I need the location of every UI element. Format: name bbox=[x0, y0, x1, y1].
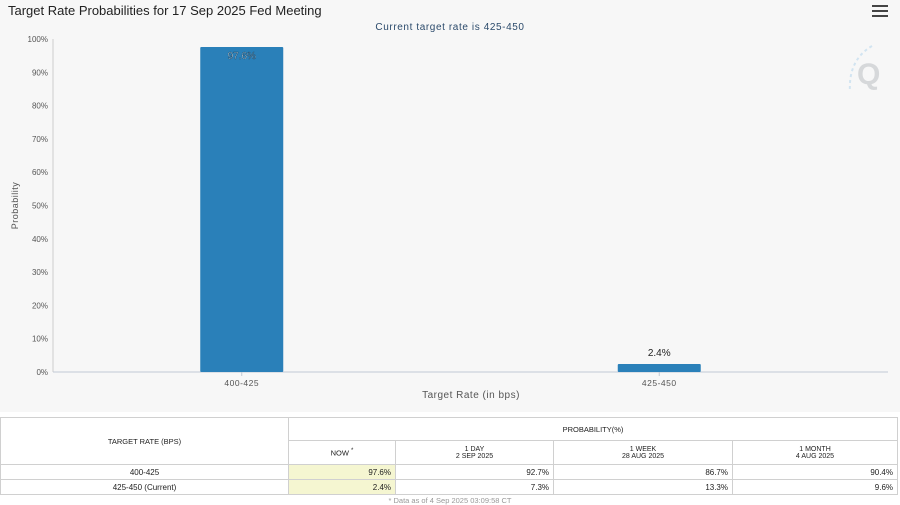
watermark-letter: Q bbox=[857, 58, 880, 91]
column-header-now: NOW * bbox=[288, 440, 396, 465]
x-tick-label: 400-425 bbox=[224, 378, 259, 388]
y-tick-label: 20% bbox=[32, 301, 48, 310]
column-header-1-week: 1 WEEK 28 AUG 2025 bbox=[553, 440, 733, 465]
data-label: 2.4% bbox=[648, 348, 671, 359]
value-cell-now: 97.6% bbox=[288, 464, 396, 480]
watermark-arc bbox=[848, 45, 873, 93]
rate-cell: 425-450 (Current) bbox=[0, 479, 289, 495]
y-tick-label: 80% bbox=[32, 102, 48, 111]
data-label: 97.6% bbox=[228, 51, 256, 62]
y-tick-label: 90% bbox=[32, 68, 48, 77]
value-cell-1-day: 92.7% bbox=[395, 464, 554, 480]
x-axis-title: Target Rate (in bps) bbox=[422, 390, 520, 401]
column-header-1-month: 1 MONTH 4 AUG 2025 bbox=[732, 440, 898, 465]
x-tick-label: 425-450 bbox=[642, 378, 677, 388]
chart-subtitle: Current target rate is 425-450 bbox=[375, 22, 524, 33]
chart-title: Target Rate Probabilities for 17 Sep 202… bbox=[8, 3, 322, 18]
bar-425-450 bbox=[617, 364, 701, 372]
q-logo-watermark: Q bbox=[848, 45, 880, 93]
column-label: NOW bbox=[330, 448, 349, 458]
column-date: 4 AUG 2025 bbox=[795, 452, 835, 460]
y-tick-label: 40% bbox=[32, 235, 48, 244]
probability-header: PROBABILITY(%) bbox=[288, 417, 898, 441]
footnote-marker: * bbox=[351, 447, 354, 454]
column-header-1-day: 1 DAY 2 SEP 2025 bbox=[395, 440, 554, 465]
y-tick-label: 10% bbox=[32, 335, 48, 344]
bar-400-425 bbox=[200, 46, 284, 372]
probability-table-section: TARGET RATE (BPS) PROBABILITY(%) NOW * 1… bbox=[0, 417, 900, 505]
value-cell-1-week: 86.7% bbox=[553, 464, 733, 480]
value-cell-1-month: 9.6% bbox=[732, 479, 898, 495]
data-timestamp-footnote: * Data as of 4 Sep 2025 03:09:58 CT bbox=[388, 496, 512, 505]
y-tick-label: 100% bbox=[28, 35, 48, 44]
y-tick-label: 0% bbox=[36, 368, 48, 377]
target-rate-header: TARGET RATE (BPS) bbox=[0, 417, 289, 465]
table-row: 400-425 97.6% 92.7% 86.7% 90.4% bbox=[0, 464, 898, 480]
y-tick-label: 60% bbox=[32, 168, 48, 177]
chart-panel: Q Current target rate is 425-450 0% 10% 20% 3… bbox=[8, 3, 888, 401]
column-date: 2 SEP 2025 bbox=[455, 452, 494, 460]
y-tick-label: 30% bbox=[32, 268, 48, 277]
y-tick-label: 70% bbox=[32, 135, 48, 144]
probability-table: TARGET RATE (BPS) PROBABILITY(%) NOW * 1… bbox=[0, 417, 898, 495]
column-label: 1 MONTH bbox=[799, 445, 831, 453]
bar-chart: Q Current target rate is 425-450 0% 10% 20% 3… bbox=[10, 22, 888, 401]
column-label: 1 WEEK bbox=[629, 445, 657, 453]
value-cell-1-day: 7.3% bbox=[395, 479, 554, 495]
value-cell-1-month: 90.4% bbox=[732, 464, 898, 480]
y-axis-title: Probability bbox=[10, 182, 20, 230]
y-tick-label: 50% bbox=[32, 202, 48, 211]
column-date: 28 AUG 2025 bbox=[621, 452, 665, 460]
table-row: 425-450 (Current) 2.4% 7.3% 13.3% 9.6% bbox=[0, 479, 898, 495]
hamburger-menu-icon[interactable] bbox=[872, 5, 888, 19]
rate-cell: 400-425 bbox=[0, 464, 289, 480]
value-cell-now: 2.4% bbox=[288, 479, 396, 495]
value-cell-1-week: 13.3% bbox=[553, 479, 733, 495]
column-label: 1 DAY bbox=[464, 445, 485, 453]
